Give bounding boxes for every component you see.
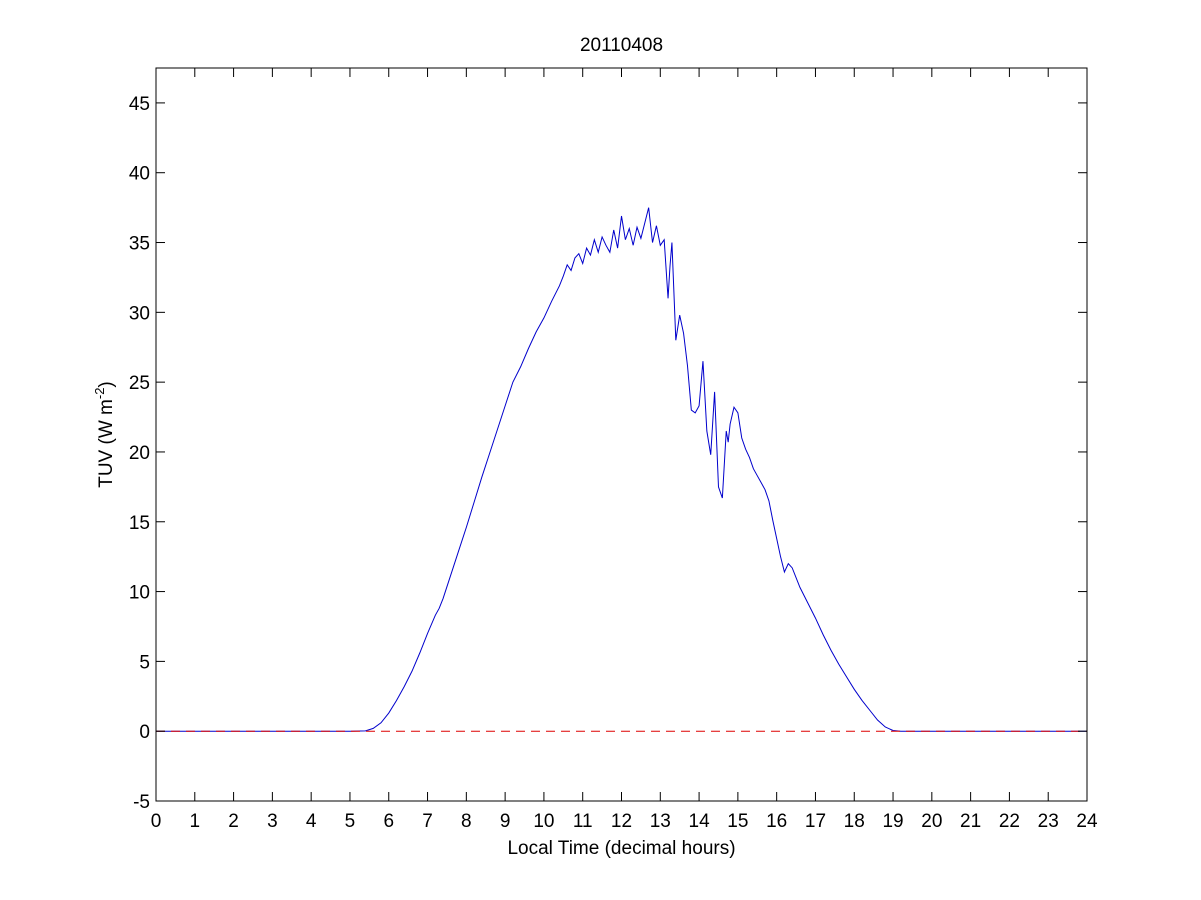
x-tick-label: 5 [345, 811, 356, 832]
x-tick-label: 24 [1076, 811, 1098, 832]
x-tick-label: 21 [960, 811, 981, 832]
x-tick-label: 18 [844, 811, 865, 832]
x-tick-label: 15 [727, 811, 748, 832]
x-tick-label: 9 [500, 811, 511, 832]
x-tick-label: 22 [999, 811, 1020, 832]
x-tick-label: 7 [422, 811, 433, 832]
series-layer [156, 207, 1087, 732]
y-tick-label: 25 [129, 373, 150, 394]
x-tick-label: 6 [383, 811, 394, 832]
x-tick-label: 3 [267, 811, 278, 832]
y-tick-label: 40 [129, 164, 150, 185]
x-tick-label: 17 [805, 811, 826, 832]
x-tick-label: 1 [190, 811, 201, 832]
y-tick-label: 35 [129, 234, 150, 255]
x-tick-label: 4 [306, 811, 317, 832]
x-tick-label: 13 [650, 811, 671, 832]
x-tick-label: 16 [766, 811, 787, 832]
plot-area [156, 68, 1087, 801]
x-tick-label: 8 [461, 811, 472, 832]
x-tick-label: 11 [573, 811, 593, 832]
chart-title: 20110408 [580, 35, 663, 56]
y-axis-label-close: ) [96, 381, 117, 387]
y-tick-label: 15 [129, 513, 150, 534]
y-axis-label-text: TUV (W m [96, 399, 117, 488]
tuv-series-line [156, 207, 1087, 732]
x-tick-label: 10 [533, 811, 554, 832]
y-tick-label: -5 [133, 792, 150, 813]
y-tick-label: 10 [129, 583, 150, 604]
x-tick-label: 23 [1038, 811, 1059, 832]
y-tick-label: 30 [129, 303, 150, 324]
x-tick-label: 20 [921, 811, 942, 832]
y-axis-ticks: -5 0 5 10 15 20 25 30 35 40 45 [129, 94, 1087, 813]
x-axis-label: Local Time (decimal hours) [507, 838, 735, 859]
y-tick-label: 20 [129, 443, 150, 464]
y-axis-label: TUV (W m-2) [92, 381, 117, 488]
y-tick-label: 45 [129, 94, 150, 115]
y-tick-label: 0 [139, 722, 150, 743]
y-axis-label-superscript: -2 [92, 388, 107, 400]
x-axis-ticks: 0 1 2 3 4 5 6 7 8 9 10 11 12 13 14 15 16 17 18 19 20 21 22 23 24 [151, 68, 1098, 832]
x-tick-label: 2 [228, 811, 239, 832]
x-tick-label: 0 [151, 811, 162, 832]
x-tick-label: 14 [689, 811, 711, 832]
x-tick-label: 19 [882, 811, 903, 832]
x-tick-label: 12 [611, 811, 632, 832]
y-tick-label: 5 [139, 652, 150, 673]
